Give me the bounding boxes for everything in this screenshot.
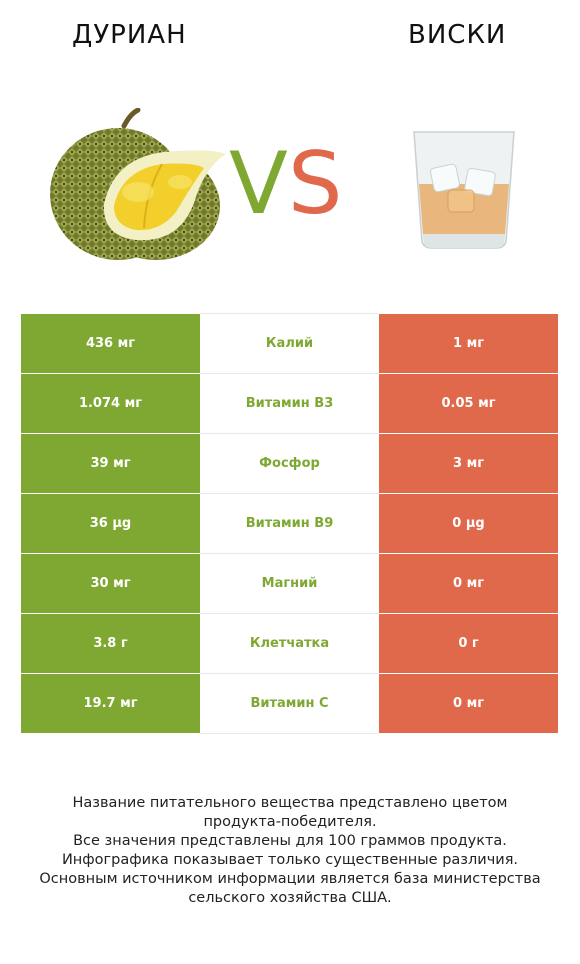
- nutrient-name: Витамин B9: [200, 493, 379, 554]
- vs-s-letter: S: [287, 134, 343, 234]
- nutrient-name: Магний: [200, 553, 379, 614]
- durian-image: [50, 108, 226, 260]
- comparison-table: 436 мг Калий 1 мг 1.074 мг Витамин B3 0.…: [21, 313, 558, 734]
- table-row: 36 µg Витамин B9 0 µg: [21, 493, 558, 554]
- vs-v-letter: V: [229, 134, 288, 234]
- left-product-title: ДУРИАН: [72, 20, 187, 50]
- nutrient-name: Калий: [200, 313, 379, 374]
- left-value: 39 мг: [21, 433, 200, 494]
- table-row: 19.7 мг Витамин C 0 мг: [21, 673, 558, 734]
- right-value: 0 мг: [379, 553, 558, 614]
- nutrient-name: Витамин C: [200, 673, 379, 734]
- right-value: 0 г: [379, 613, 558, 674]
- footnote-line: продукта-победителя.: [203, 814, 377, 830]
- left-value: 1.074 мг: [21, 373, 200, 434]
- right-value: 0.05 мг: [379, 373, 558, 434]
- table-row: 30 мг Магний 0 мг: [21, 553, 558, 614]
- right-value: 1 мг: [379, 313, 558, 374]
- left-value: 36 µg: [21, 493, 200, 554]
- nutrient-name: Витамин B3: [200, 373, 379, 434]
- table-row: 3.8 г Клетчатка 0 г: [21, 613, 558, 674]
- footnote-line: Все значения представлены для 100 граммо…: [73, 833, 507, 849]
- footnote-line: Инфографика показывает только существенн…: [61, 852, 519, 868]
- right-product-title: ВИСКИ: [408, 20, 507, 50]
- left-value: 3.8 г: [21, 613, 200, 674]
- nutrient-name: Фосфор: [200, 433, 379, 494]
- table-row: 39 мг Фосфор 3 мг: [21, 433, 558, 494]
- left-value: 436 мг: [21, 313, 200, 374]
- table-row: 436 мг Калий 1 мг: [21, 313, 558, 374]
- right-value: 3 мг: [379, 433, 558, 494]
- left-value: 30 мг: [21, 553, 200, 614]
- table-row: 1.074 мг Витамин B3 0.05 мг: [21, 373, 558, 434]
- right-value: 0 мг: [379, 673, 558, 734]
- whisky-glass-image: [413, 131, 515, 249]
- vs-label: VS: [229, 134, 342, 234]
- right-value: 0 µg: [379, 493, 558, 554]
- footnote-line: сельского хозяйства США.: [188, 890, 392, 906]
- footnote-line: Основным источником информации является …: [39, 871, 541, 887]
- footnote: Название питательного вещества представл…: [0, 794, 580, 908]
- nutrient-name: Клетчатка: [200, 613, 379, 674]
- footnote-line: Название питательного вещества представл…: [72, 795, 508, 811]
- left-value: 19.7 мг: [21, 673, 200, 734]
